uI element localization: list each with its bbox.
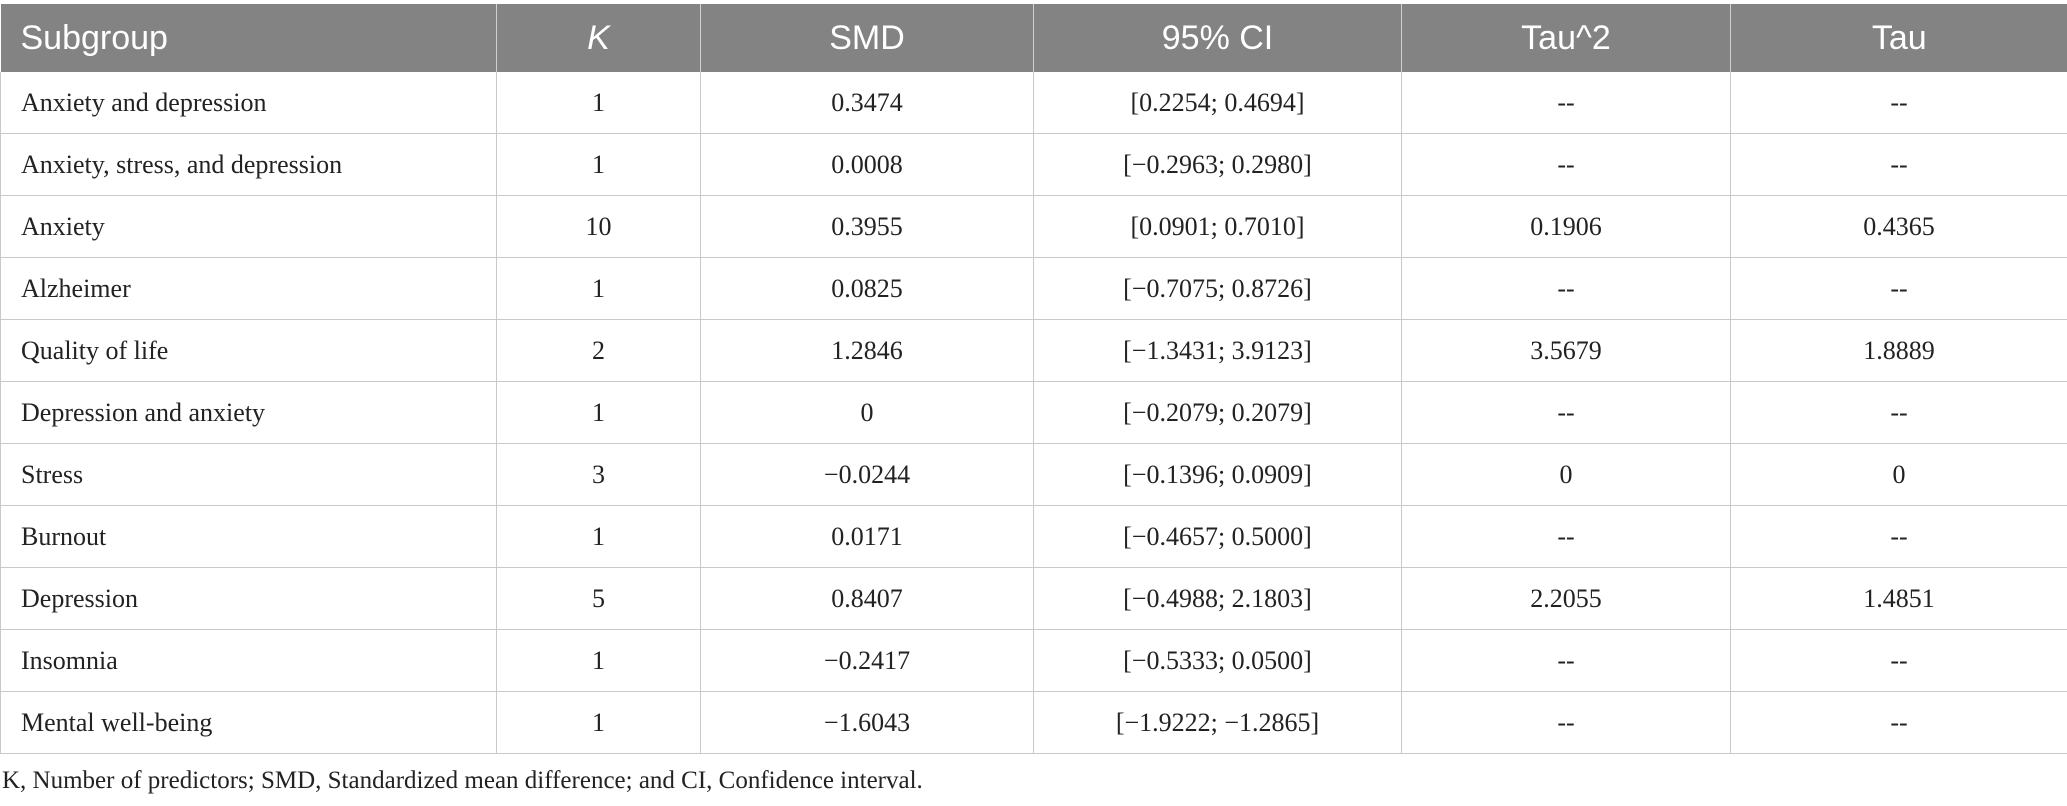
header-95-ci: 95% CI (1033, 4, 1402, 72)
cell-95-ci: [−1.9222; −1.2865] (1033, 691, 1402, 754)
cell-subgroup: Insomnia (0, 629, 497, 692)
header-tau-squared: Tau^2 (1401, 4, 1731, 72)
cell-k: 5 (496, 567, 701, 630)
header-smd: SMD (700, 4, 1034, 72)
results-table-container: Subgroup K SMD 95% CI Tau^2 Tau Anxiety … (0, 4, 2067, 754)
cell-tau: 1.8889 (1730, 319, 2067, 382)
cell-subgroup: Anxiety, stress, and depression (0, 133, 497, 196)
table-body: Anxiety and depression 1 0.3474 [0.2254; 0.… (0, 72, 2067, 754)
cell-k: 1 (496, 629, 701, 692)
cell-smd: 0 (700, 381, 1034, 444)
cell-tau-squared: -- (1401, 691, 1731, 754)
cell-95-ci: [−0.2963; 0.2980] (1033, 133, 1402, 196)
cell-k: 1 (496, 505, 701, 568)
cell-tau-squared: -- (1401, 629, 1731, 692)
cell-subgroup: Anxiety and depression (0, 72, 497, 134)
cell-subgroup: Mental well-being (0, 691, 497, 754)
cell-subgroup: Quality of life (0, 319, 497, 382)
cell-tau-squared: -- (1401, 381, 1731, 444)
cell-tau-squared: -- (1401, 505, 1731, 568)
table-row: Anxiety and depression 1 0.3474 [0.2254; 0.… (0, 72, 2067, 134)
cell-smd: 1.2846 (700, 319, 1034, 382)
table-row: Anxiety, stress, and depression 1 0.0008 [−… (0, 133, 2067, 196)
cell-smd: 0.3955 (700, 195, 1034, 258)
table-row: Insomnia 1 −0.2417 [−0.5333; 0.0500] -- -- (0, 629, 2067, 692)
cell-smd: 0.8407 (700, 567, 1034, 630)
cell-smd: 0.0008 (700, 133, 1034, 196)
cell-tau-squared: -- (1401, 133, 1731, 196)
cell-smd: −0.2417 (700, 629, 1034, 692)
cell-k: 2 (496, 319, 701, 382)
cell-tau-squared: 0 (1401, 443, 1731, 506)
table-footnote: K, Number of predictors; SMD, Standardiz… (2, 767, 923, 794)
cell-95-ci: [−0.4988; 2.1803] (1033, 567, 1402, 630)
table-row: Alzheimer 1 0.0825 [−0.7075; 0.8726] -- -- (0, 257, 2067, 320)
cell-subgroup: Alzheimer (0, 257, 497, 320)
table-row: Anxiety 10 0.3955 [0.0901; 0.7010] 0.1906 0.4… (0, 195, 2067, 258)
cell-k: 10 (496, 195, 701, 258)
table-row: Burnout 1 0.0171 [−0.4657; 0.5000] -- -- (0, 505, 2067, 568)
cell-smd: −1.6043 (700, 691, 1034, 754)
cell-k: 1 (496, 257, 701, 320)
cell-95-ci: [−0.4657; 0.5000] (1033, 505, 1402, 568)
cell-tau-squared: -- (1401, 72, 1731, 134)
cell-tau: 1.4851 (1730, 567, 2067, 630)
cell-tau: -- (1730, 257, 2067, 320)
cell-smd: 0.0171 (700, 505, 1034, 568)
cell-tau: -- (1730, 133, 2067, 196)
cell-tau-squared: -- (1401, 257, 1731, 320)
cell-k: 3 (496, 443, 701, 506)
cell-tau-squared: 3.5679 (1401, 319, 1731, 382)
cell-95-ci: [−0.1396; 0.0909] (1033, 443, 1402, 506)
table-row: Quality of life 2 1.2846 [−1.3431; 3.9123] 3… (0, 319, 2067, 382)
cell-tau: -- (1730, 72, 2067, 134)
cell-subgroup: Depression and anxiety (0, 381, 497, 444)
cell-tau: -- (1730, 691, 2067, 754)
cell-tau: 0 (1730, 443, 2067, 506)
cell-k: 1 (496, 72, 701, 134)
cell-tau: -- (1730, 505, 2067, 568)
header-row: Subgroup K SMD 95% CI Tau^2 Tau (0, 4, 2067, 72)
cell-subgroup: Burnout (0, 505, 497, 568)
table-row: Depression 5 0.8407 [−0.4988; 2.1803] 2.2055… (0, 567, 2067, 630)
cell-95-ci: [−0.5333; 0.0500] (1033, 629, 1402, 692)
cell-95-ci: [0.2254; 0.4694] (1033, 72, 1402, 134)
header-subgroup: Subgroup (0, 4, 497, 72)
cell-subgroup: Stress (0, 443, 497, 506)
cell-tau-squared: 2.2055 (1401, 567, 1731, 630)
table-row: Stress 3 −0.0244 [−0.1396; 0.0909] 0 0 (0, 443, 2067, 506)
cell-smd: 0.3474 (700, 72, 1034, 134)
cell-95-ci: [−1.3431; 3.9123] (1033, 319, 1402, 382)
cell-smd: −0.0244 (700, 443, 1034, 506)
cell-tau: 0.4365 (1730, 195, 2067, 258)
cell-k: 1 (496, 381, 701, 444)
cell-95-ci: [−0.7075; 0.8726] (1033, 257, 1402, 320)
cell-subgroup: Anxiety (0, 195, 497, 258)
table-row: Mental well-being 1 −1.6043 [−1.9222; −1.28… (0, 691, 2067, 754)
cell-tau-squared: 0.1906 (1401, 195, 1731, 258)
cell-tau: -- (1730, 381, 2067, 444)
cell-subgroup: Depression (0, 567, 497, 630)
table-header: Subgroup K SMD 95% CI Tau^2 Tau (0, 4, 2067, 72)
cell-95-ci: [−0.2079; 0.2079] (1033, 381, 1402, 444)
header-tau: Tau (1730, 4, 2067, 72)
cell-k: 1 (496, 691, 701, 754)
subgroup-results-table: Subgroup K SMD 95% CI Tau^2 Tau Anxiety … (0, 4, 2067, 754)
cell-k: 1 (496, 133, 701, 196)
cell-smd: 0.0825 (700, 257, 1034, 320)
cell-tau: -- (1730, 629, 2067, 692)
header-k: K (496, 4, 701, 72)
cell-95-ci: [0.0901; 0.7010] (1033, 195, 1402, 258)
table-row: Depression and anxiety 1 0 [−0.2079; 0.2079… (0, 381, 2067, 444)
